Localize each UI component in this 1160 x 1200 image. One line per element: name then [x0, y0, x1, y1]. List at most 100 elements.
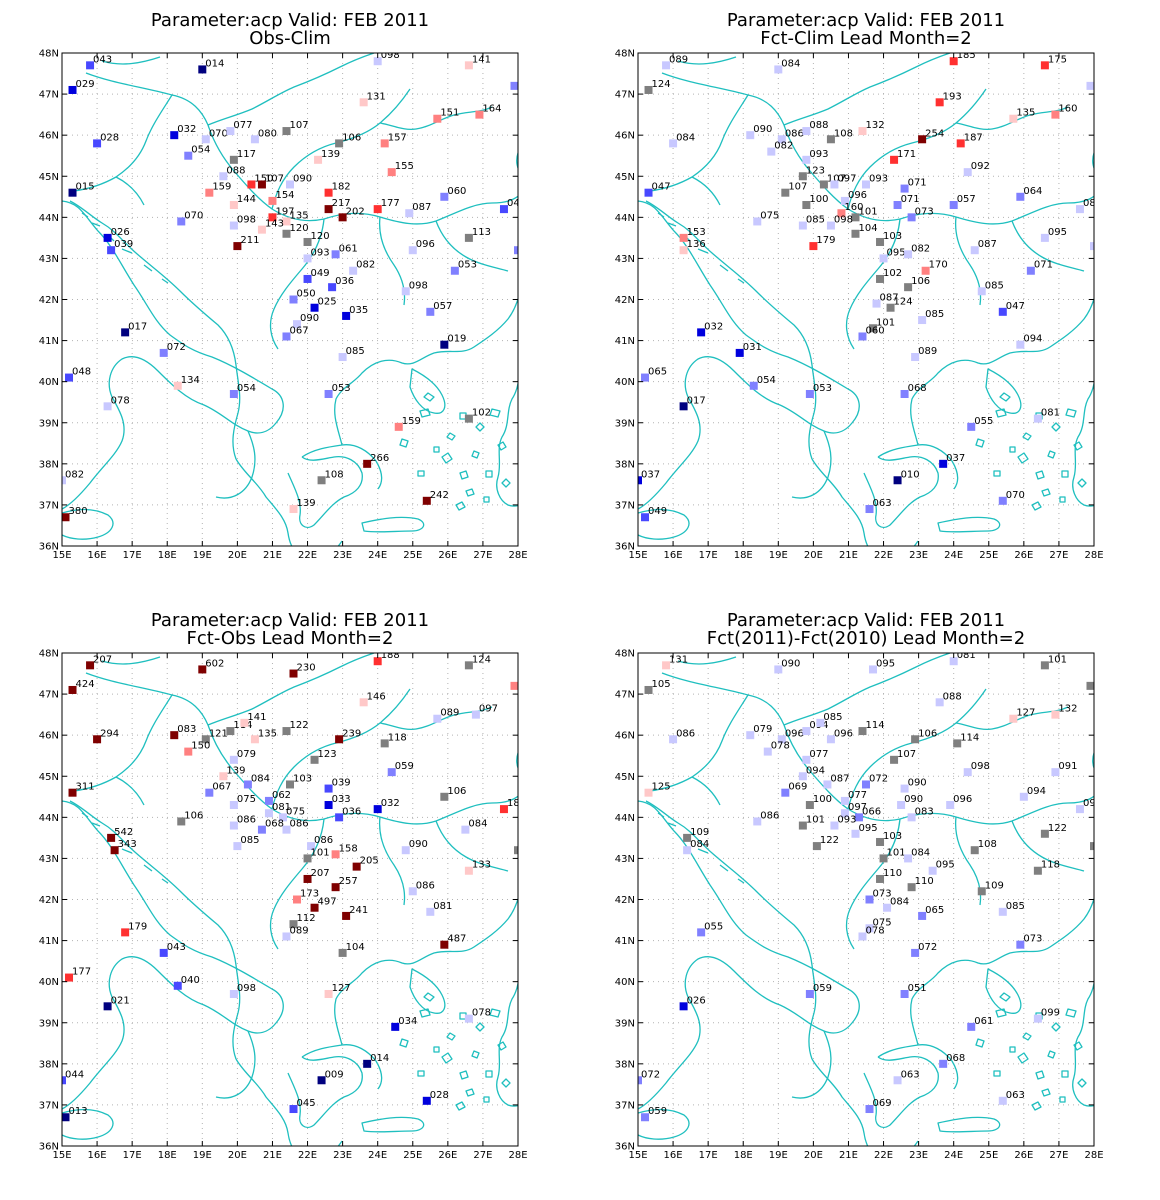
station-value: 135 — [258, 728, 277, 739]
station-square — [1040, 233, 1049, 242]
station-square — [897, 801, 906, 810]
station-square — [328, 283, 337, 292]
station-value: 070 — [184, 210, 203, 221]
station-marker: 068 — [257, 819, 284, 834]
station-marker: 141 — [464, 54, 491, 70]
station-marker: 084 — [243, 773, 270, 789]
x-tick-label: 17E — [123, 550, 142, 561]
station-value: 026 — [687, 995, 706, 1006]
station-square — [257, 825, 266, 834]
station-marker: 072 — [862, 773, 888, 789]
station-square — [840, 809, 849, 818]
x-tick-label: 20E — [804, 1150, 823, 1161]
x-tick-label: 24E — [368, 550, 387, 561]
station-value: 047 — [652, 182, 671, 193]
station-square — [830, 180, 839, 189]
station-value: 044 — [65, 1069, 84, 1080]
x-tick-label: 15E — [52, 1150, 71, 1161]
station-marker: 075 — [278, 806, 305, 822]
panel-title: Parameter:acp Valid: FEB 2011 — [151, 610, 429, 631]
station-square — [854, 813, 863, 822]
station-value: 090 — [904, 794, 923, 805]
station-value: 087 — [880, 293, 899, 304]
station-value: 171 — [897, 149, 916, 160]
station-square — [373, 57, 382, 66]
station-square — [226, 127, 235, 136]
station-value: 139 — [297, 498, 316, 509]
station-square — [865, 924, 874, 933]
station-value: 033 — [332, 794, 351, 805]
station-marker: 010 — [893, 469, 920, 485]
station-square — [826, 735, 835, 744]
station-square — [865, 1105, 874, 1114]
station-value: 096 — [416, 239, 435, 250]
station-marker: 090 — [286, 173, 312, 189]
station-marker: 093 — [802, 149, 828, 164]
station-value: 257 — [339, 876, 358, 887]
x-tick-label: 19E — [769, 1150, 788, 1161]
station-marker: 084 — [461, 819, 487, 834]
station-marker: 102 — [464, 408, 491, 423]
y-tick-label: 47N — [39, 690, 59, 701]
station-value: 077 — [809, 749, 828, 760]
station-marker: 132 — [1051, 704, 1078, 719]
station-value: 086 — [314, 835, 333, 846]
station-square — [1033, 414, 1042, 423]
station-square — [293, 895, 302, 904]
station-marker: 139 — [219, 765, 245, 781]
station-square — [900, 784, 909, 793]
station-value: 188 — [381, 650, 400, 661]
station-square — [679, 233, 688, 242]
station-marker: 043 — [159, 942, 186, 957]
station-square — [911, 353, 920, 362]
station-marker: 266 — [363, 453, 389, 468]
station-square — [303, 874, 312, 883]
station-value: 015 — [76, 182, 95, 193]
station-marker: 143 — [257, 219, 284, 234]
station-value: 110 — [915, 876, 934, 887]
station-value: 057 — [433, 301, 452, 312]
station-square — [1033, 866, 1042, 875]
station-marker: 242 — [422, 490, 449, 505]
station-value: 087 — [978, 239, 997, 250]
station-value: 135 — [289, 210, 308, 221]
station-marker: 100 — [802, 194, 828, 210]
station-square — [286, 780, 294, 789]
station-square — [823, 780, 832, 789]
station-marker: 159 — [205, 182, 231, 197]
station-square — [911, 948, 920, 957]
station-square — [440, 940, 449, 949]
station-marker: 071 — [893, 194, 920, 210]
x-tick-label: 23E — [909, 1150, 928, 1161]
station-square — [805, 389, 814, 398]
station-marker: 088 — [935, 691, 962, 707]
station-marker: 085 — [798, 215, 825, 230]
station-value: 062 — [272, 790, 291, 801]
station-value: 112 — [1097, 835, 1116, 846]
station-square — [1051, 710, 1060, 719]
station-value: 070 — [209, 128, 228, 139]
station-value: 013 — [69, 1106, 88, 1117]
station-square — [851, 229, 860, 238]
station-marker: 015 — [68, 182, 95, 197]
station-marker: 048 — [65, 367, 91, 382]
station-square — [310, 755, 319, 764]
station-square — [229, 989, 238, 998]
station-marker: 080 — [250, 128, 277, 144]
station-marker: 151 — [433, 108, 459, 123]
station-marker: 078 — [763, 741, 790, 756]
station-marker: 063 — [998, 1090, 1025, 1105]
station-value: 028 — [430, 1090, 449, 1101]
station-marker: 086 — [408, 880, 435, 896]
x-tick-label: 20E — [228, 1150, 247, 1161]
station-value: 139 — [226, 765, 245, 776]
station-marker: 380 — [62, 506, 88, 522]
x-tick-label: 16E — [664, 1150, 683, 1161]
x-tick-label: 28E — [1084, 1150, 1103, 1161]
station-value: 028 — [100, 132, 119, 143]
x-tick-label: 20E — [804, 550, 823, 561]
y-tick-label: 43N — [39, 854, 59, 865]
station-square — [802, 727, 811, 736]
panel-subtitle: Fct-Clim Lead Month=2 — [760, 28, 972, 49]
y-tick-label: 43N — [615, 254, 635, 265]
